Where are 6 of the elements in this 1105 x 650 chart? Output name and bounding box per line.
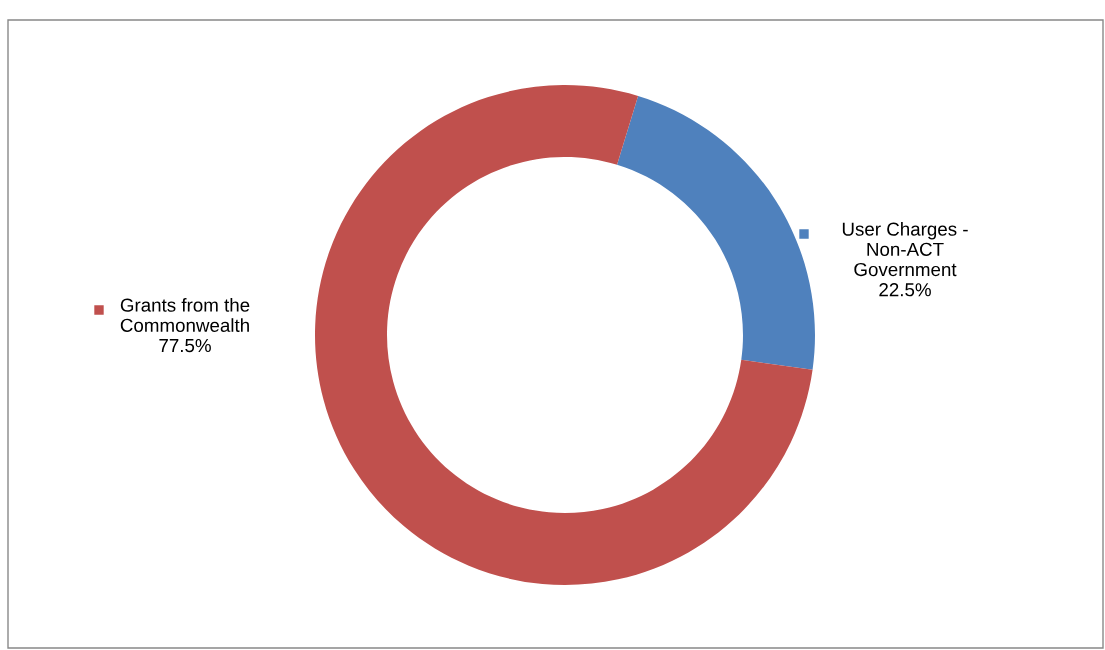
donut-slice: [315, 85, 813, 585]
data-label: 22.5%: [879, 283, 931, 297]
donut-slice: [617, 95, 815, 370]
legend-label: User Charges - Non-ACT Government: [842, 222, 968, 277]
legend-label: Grants from the Commonwealth: [120, 298, 250, 332]
data-label: 77.5%: [159, 338, 211, 353]
